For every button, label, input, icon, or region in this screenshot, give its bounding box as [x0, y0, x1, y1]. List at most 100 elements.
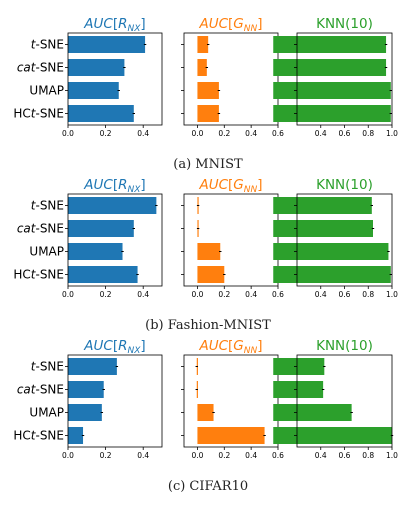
x-tick-label: 0.0 [62, 129, 74, 138]
panel-title: AUC[RNX] [83, 338, 145, 356]
bar [197, 427, 265, 444]
bar [273, 404, 352, 421]
bar [68, 36, 146, 53]
panel-title: KNN(10) [316, 16, 373, 32]
x-tick-label: 0.0 [62, 290, 74, 299]
x-tick-label: 0.4 [315, 290, 327, 299]
bar [273, 266, 391, 283]
category-label: UMAP [29, 245, 64, 259]
x-tick-label: 0.4 [315, 129, 327, 138]
panel-title: AUC[GNN] [198, 16, 262, 34]
bar [197, 266, 225, 283]
panel-title: KNN(10) [316, 338, 373, 354]
x-tick-label: 0.4 [315, 451, 327, 460]
bar [197, 36, 209, 53]
axes-frame [183, 354, 279, 448]
bar [273, 358, 325, 375]
category-label: cat-SNE [17, 222, 64, 236]
bar [68, 381, 104, 398]
x-tick-label: 1.0 [386, 451, 398, 460]
bar [68, 197, 157, 214]
panel-title: KNN(10) [316, 177, 373, 193]
panel-title: AUC[RNX] [83, 177, 145, 195]
bar [68, 427, 84, 444]
panel-3: KNN(10) 0.4 0.6 0.8 1.0 [273, 16, 398, 138]
panel-3: KNN(10) 0.4 0.6 0.8 1.0 [273, 338, 398, 460]
bar [68, 358, 117, 375]
bar [68, 404, 102, 421]
category-label: t-SNE [31, 360, 64, 374]
x-tick-label: 0.0 [62, 451, 74, 460]
panel-1: AUC[RNX] 0.0 0.2 0.4 [62, 177, 163, 299]
x-tick-label: 0.6 [272, 451, 284, 460]
x-tick-label: 0.2 [100, 129, 112, 138]
bar [68, 59, 125, 76]
x-tick-label: 0.4 [245, 129, 257, 138]
x-tick-label: 0.0 [191, 290, 203, 299]
panel-title: AUC[GNN] [198, 338, 262, 356]
x-tick-label: 0.0 [191, 451, 203, 460]
x-tick-label: 0.6 [272, 129, 284, 138]
x-tick-label: 0.2 [100, 290, 112, 299]
category-label: t-SNE [31, 38, 64, 52]
axes-frame [67, 32, 163, 126]
x-tick-label: 0.2 [100, 451, 112, 460]
x-tick-label: 1.0 [386, 290, 398, 299]
bar [197, 105, 219, 122]
x-tick-label: 0.4 [137, 129, 149, 138]
x-tick-label: 0.6 [272, 290, 284, 299]
axes-frame [67, 354, 163, 448]
x-tick-label: 0.4 [245, 451, 257, 460]
x-tick-label: 0.2 [218, 129, 230, 138]
bar [68, 266, 138, 283]
bar [68, 105, 134, 122]
subfigure-caption: (c) CIFAR10 [168, 479, 248, 494]
bar [273, 59, 387, 76]
bar [197, 59, 207, 76]
category-label: UMAP [29, 406, 64, 420]
bar [68, 220, 134, 237]
x-tick-label: 0.4 [245, 290, 257, 299]
x-tick-label: 0.8 [362, 451, 374, 460]
subfigure-caption: (b) Fashion-MNIST [145, 318, 271, 333]
x-tick-label: 0.2 [218, 290, 230, 299]
axes-frame [183, 193, 279, 287]
x-tick-label: 0.6 [339, 129, 351, 138]
category-label: HCt-SNE [13, 107, 64, 121]
x-tick-label: 0.6 [339, 451, 351, 460]
bar [68, 243, 123, 260]
subfigure-caption: (a) MNIST [173, 157, 243, 172]
category-label: cat-SNE [17, 383, 64, 397]
bar [273, 243, 389, 260]
panel-2: AUC[GNN] 0.0 0.2 0.4 0.6 [181, 16, 284, 138]
category-label: UMAP [29, 84, 64, 98]
x-tick-label: 0.6 [339, 290, 351, 299]
axes-frame [183, 32, 279, 126]
category-label: t-SNE [31, 199, 64, 213]
category-label: cat-SNE [17, 61, 64, 75]
x-tick-label: 0.2 [218, 451, 230, 460]
panel-1: AUC[RNX] 0.0 0.2 0.4 [62, 16, 163, 138]
panel-title: AUC[GNN] [198, 177, 262, 195]
bar [273, 427, 392, 444]
axes-frame [67, 193, 163, 287]
bar [197, 404, 214, 421]
bar [273, 220, 373, 237]
bar [273, 381, 324, 398]
panel-title: AUC[RNX] [83, 16, 145, 34]
category-label: HCt-SNE [13, 429, 64, 443]
x-tick-label: 0.4 [137, 451, 149, 460]
x-tick-label: 1.0 [386, 129, 398, 138]
x-tick-label: 0.0 [191, 129, 203, 138]
bar [273, 82, 391, 99]
bar [197, 243, 221, 260]
panel-2: AUC[GNN] 0.0 0.2 0.4 0.6 [181, 338, 284, 460]
panel-1: AUC[RNX] 0.0 0.2 0.4 [62, 338, 163, 460]
panel-3: KNN(10) 0.4 0.6 0.8 1.0 [273, 177, 398, 299]
x-tick-label: 0.4 [137, 290, 149, 299]
category-label: HCt-SNE [13, 268, 64, 282]
x-tick-label: 0.8 [362, 290, 374, 299]
bar [273, 197, 372, 214]
chart-group-3: t-SNE cat-SNE UMAP HCt-SNE AUC[RNX] 0.0 0.2 0.4… [13, 338, 398, 494]
bar [273, 36, 387, 53]
